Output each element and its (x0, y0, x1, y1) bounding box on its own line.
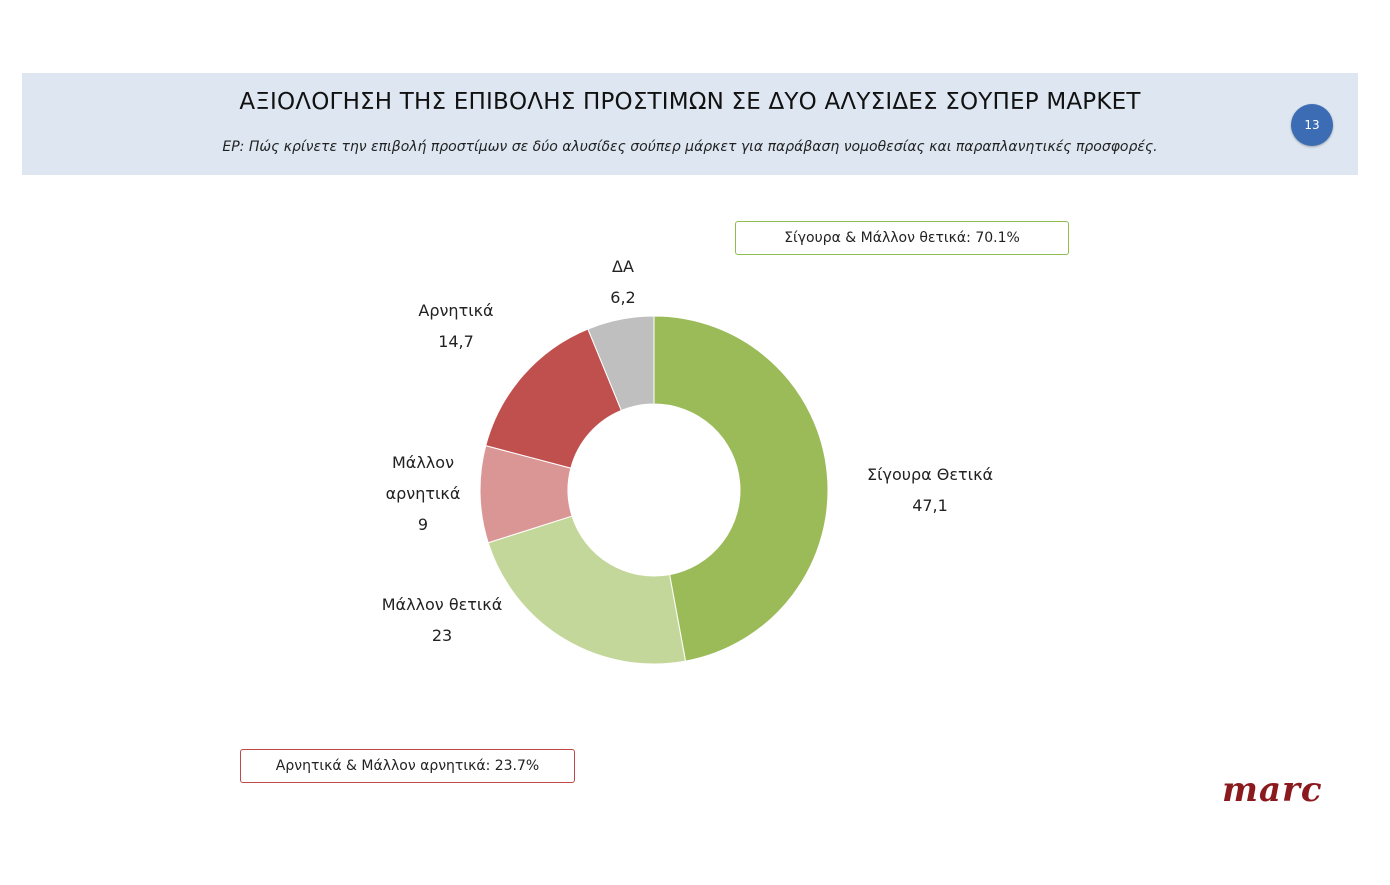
donut-slice-1 (487, 515, 687, 665)
slice-label-line: ΔΑ (612, 257, 634, 276)
slice-label-0: Σίγουρα Θετικά 47,1 (867, 465, 993, 515)
slice-label-line: αρνητικά (386, 484, 461, 503)
slice-label-line: Μάλλον (392, 453, 454, 472)
slice-label-4: ΔΑ 6,2 (610, 257, 635, 307)
slice-label-1: Μάλλον θετικά 23 (382, 595, 503, 645)
slice-label-line: 9 (418, 515, 428, 534)
positive-summary-box: Σίγουρα & Μάλλον θετικά: 70.1% (735, 221, 1069, 255)
donut-slice-4 (587, 315, 655, 412)
donut-slice-0 (653, 315, 829, 662)
page-number-badge: 13 (1291, 104, 1333, 146)
negative-summary-box: Αρνητικά & Μάλλον αρνητικά: 23.7% (240, 749, 575, 783)
slice-label-line: 14,7 (438, 332, 474, 351)
slice-label-2: Μάλλον αρνητικά 9 (386, 453, 461, 534)
question-subtitle: ΕΡ: Πώς κρίνετε την επιβολή προστίμων σε… (222, 139, 1158, 155)
slice-label-line: 23 (432, 626, 452, 645)
marc-logo: marc (1222, 770, 1323, 810)
header-banner: ΑΞΙΟΛΟΓΗΣΗ ΤΗΣ ΕΠΙΒΟΛΗΣ ΠΡΟΣΤΙΜΩΝ ΣΕ ΔΥΟ… (22, 73, 1358, 175)
page-title: ΑΞΙΟΛΟΓΗΣΗ ΤΗΣ ΕΠΙΒΟΛΗΣ ΠΡΟΣΤΙΜΩΝ ΣΕ ΔΥΟ… (239, 89, 1141, 115)
slice-label-line: Σίγουρα Θετικά (867, 465, 993, 484)
slice-label-line: 47,1 (912, 496, 948, 515)
slice-label-line: Μάλλον θετικά (382, 595, 503, 614)
slice-label-3: Αρνητικά 14,7 (418, 301, 493, 351)
slice-label-line: Αρνητικά (418, 301, 493, 320)
slice-label-line: 6,2 (610, 288, 635, 307)
